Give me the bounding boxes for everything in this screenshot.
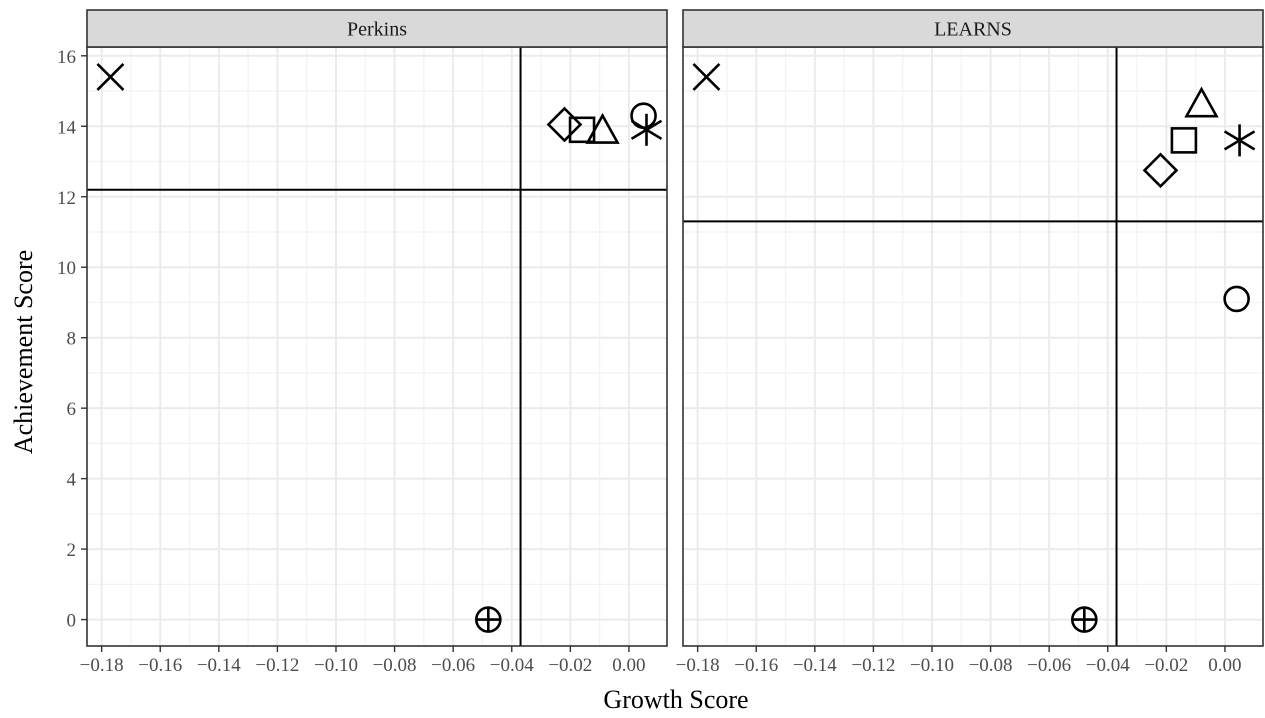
strip-background	[86, 9, 668, 48]
data-point-diamond	[1142, 152, 1179, 189]
data-point-asterisk	[630, 113, 663, 146]
x-tick-label: −0.16	[734, 655, 778, 676]
panel-perkins: Perkins −0.18 −0.16 −0.14 −0.12 −0.10 −0.08 −0.…	[57, 9, 668, 676]
x-tick-label: −0.16	[138, 655, 182, 676]
x-tick-label: −0.14	[197, 655, 241, 676]
x-tick-label: 0.00	[1208, 655, 1241, 676]
data-point-asterisk	[1223, 124, 1256, 157]
x-tick-label: −0.08	[969, 655, 1013, 676]
panel-learns: LEARNS −0.18 −0.16 −0.14 −0.12 −0.10 −0.08 −0.0…	[676, 9, 1264, 676]
x-tick-label: −0.04	[490, 655, 534, 676]
x-tick-label: −0.02	[1144, 655, 1188, 676]
data-point-diamond	[546, 106, 583, 143]
x-tick-label: −0.02	[548, 655, 592, 676]
x-tick-label: −0.08	[373, 655, 417, 676]
data-point-x	[692, 63, 721, 91]
plot-background	[87, 47, 667, 646]
x-tick-label: −0.06	[431, 655, 475, 676]
y-tick-label: 12	[57, 188, 76, 209]
strip-label: Perkins	[347, 19, 407, 41]
x-tick-label: −0.04	[1086, 655, 1130, 676]
data-point-circle	[1223, 285, 1250, 313]
x-tick-label: −0.18	[676, 655, 720, 676]
data-point-triangle	[585, 112, 620, 144]
chart-panels: Perkins −0.18 −0.16 −0.14 −0.12 −0.10 −0.08 −0.…	[57, 9, 1264, 676]
x-tick-label: −0.06	[1027, 655, 1071, 676]
x-tick-label: −0.12	[851, 655, 895, 676]
plot-background	[683, 47, 1263, 646]
data-point-circle-plus	[475, 606, 502, 633]
x-tick-label: −0.18	[80, 655, 124, 676]
y-tick-label: 14	[57, 117, 77, 138]
y-tick-label: 16	[57, 47, 76, 68]
y-axis-title: Achievement Score	[9, 250, 38, 454]
y-tick-label: 6	[67, 399, 77, 420]
data-point-circle-plus	[1071, 606, 1098, 633]
x-axis-title: Growth Score	[603, 685, 748, 714]
data-point-square	[1170, 127, 1198, 154]
strip-label: LEARNS	[934, 19, 1012, 41]
y-tick-label: 2	[67, 540, 77, 561]
y-tick-label: 0	[67, 611, 77, 632]
x-tick-label: −0.10	[910, 655, 954, 676]
y-tick-label: 10	[57, 258, 76, 279]
strip-background	[682, 9, 1264, 48]
x-tick-label: 0.00	[612, 655, 645, 676]
x-tick-label: −0.12	[255, 655, 299, 676]
data-point-x	[96, 63, 125, 91]
x-tick-label: −0.10	[314, 655, 358, 676]
y-tick-label: 4	[67, 470, 77, 491]
x-tick-label: −0.14	[793, 655, 837, 676]
y-tick-label: 8	[67, 329, 77, 350]
data-point-triangle	[1184, 86, 1219, 118]
